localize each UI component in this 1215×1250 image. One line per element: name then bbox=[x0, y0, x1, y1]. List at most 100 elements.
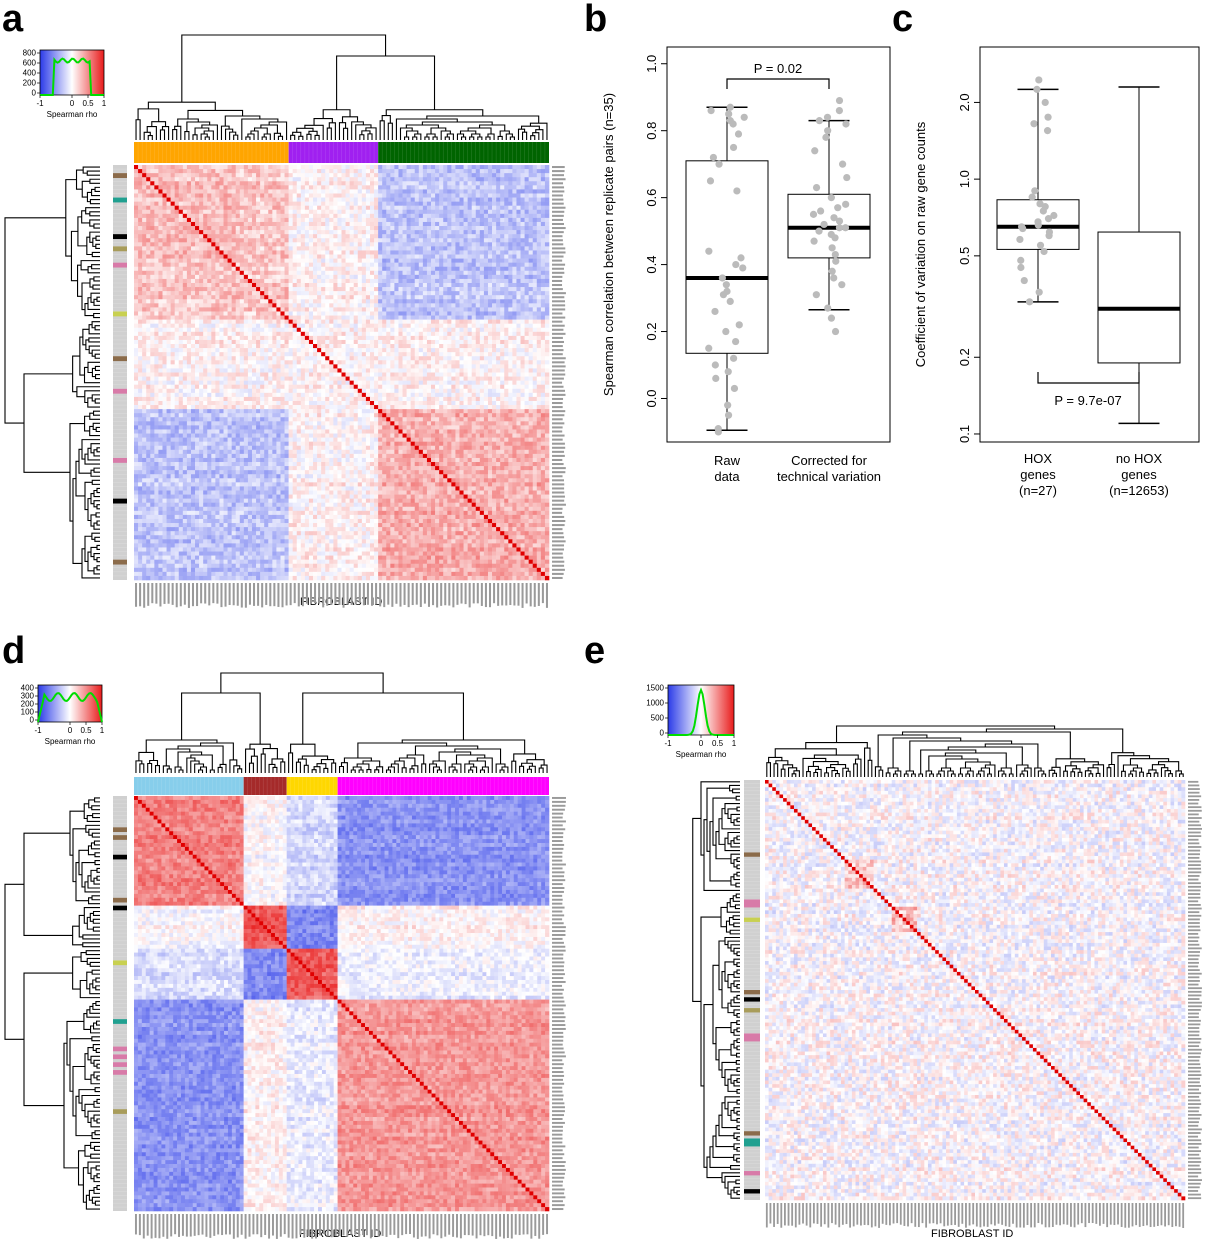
heatmap-a-cell bbox=[223, 266, 228, 272]
heatmap-a-cell bbox=[321, 205, 326, 211]
heatmap-a-cell bbox=[264, 165, 269, 170]
heatmap-a-cell bbox=[223, 177, 228, 182]
heatmap-a-cell bbox=[231, 331, 237, 337]
heatmap-a-cell bbox=[365, 197, 371, 202]
heatmap-a-cell bbox=[223, 226, 228, 231]
heatmap-a-cell bbox=[247, 213, 253, 219]
heatmap-a-cell bbox=[325, 291, 330, 296]
heatmap-a-cell bbox=[524, 335, 529, 341]
heatmap-a-cell bbox=[426, 234, 432, 239]
heatmap-a-cell bbox=[247, 234, 253, 239]
heatmap-a-cell bbox=[284, 348, 289, 353]
heatmap-a-cell bbox=[329, 327, 334, 333]
heatmap-a-cell bbox=[182, 242, 188, 247]
heatmap-a-cell bbox=[536, 274, 542, 280]
heatmap-a-cell bbox=[382, 335, 387, 341]
heatmap-a-cell bbox=[394, 189, 399, 194]
heatmap-a-cell bbox=[459, 205, 464, 211]
heatmap-a-cell bbox=[439, 173, 444, 178]
heatmap-a-cell bbox=[353, 352, 359, 357]
heatmap-a-cell bbox=[512, 221, 517, 227]
heatmap-a-cell bbox=[235, 307, 241, 312]
heatmap-a-cell bbox=[178, 242, 184, 247]
heatmap-a-cell bbox=[492, 250, 497, 255]
heatmap-a-cell bbox=[272, 344, 277, 349]
heatmap-a-cell bbox=[451, 356, 456, 361]
heatmap-a-cell bbox=[516, 315, 521, 320]
heatmap-a-cell bbox=[333, 173, 338, 178]
heatmap-a-cell bbox=[483, 327, 489, 333]
heatmap-a-cell bbox=[500, 278, 505, 284]
heatmap-a-cell bbox=[292, 335, 298, 341]
heatmap-a-cell bbox=[280, 238, 285, 243]
heatmap-a-cell bbox=[268, 282, 273, 288]
heatmap-a-cell bbox=[463, 303, 468, 308]
heatmap-a-cell bbox=[402, 234, 407, 239]
heatmap-a-cell bbox=[142, 291, 147, 296]
heatmap-a-cell bbox=[223, 352, 228, 357]
heatmap-a-cell bbox=[443, 299, 448, 304]
heatmap-a-cell bbox=[154, 165, 159, 170]
heatmap-a-cell bbox=[239, 234, 245, 239]
heatmap-a-cell bbox=[345, 299, 350, 304]
heatmap-a-cell bbox=[300, 287, 306, 292]
heatmap-a-cell bbox=[174, 205, 180, 211]
heatmap-a-cell bbox=[203, 185, 208, 190]
heatmap-a-cell bbox=[349, 356, 355, 361]
heatmap-a-cell bbox=[447, 221, 452, 227]
heatmap-a-cell bbox=[492, 315, 497, 320]
heatmap-a-cell bbox=[532, 221, 538, 227]
heatmap-a-cell bbox=[426, 209, 432, 215]
heatmap-a-cell bbox=[243, 189, 249, 194]
heatmap-a-cell bbox=[361, 169, 367, 174]
heatmap-a-cell bbox=[239, 319, 245, 324]
heatmap-a-cell bbox=[313, 299, 318, 304]
heatmap-a-cell bbox=[264, 339, 269, 345]
heatmap-a-cell bbox=[341, 356, 346, 361]
heatmap-a-cell bbox=[247, 221, 253, 227]
heatmap-a-cell bbox=[142, 246, 147, 251]
heatmap-a-cell bbox=[227, 291, 232, 296]
heatmap-a-cell bbox=[426, 262, 432, 268]
heatmap-a-cell bbox=[374, 295, 379, 300]
heatmap-a-cell bbox=[182, 197, 188, 202]
heatmap-a-cell bbox=[406, 217, 411, 223]
heatmap-a-cell bbox=[182, 193, 188, 198]
heatmap-a-cell bbox=[333, 360, 338, 365]
heatmap-a-cell bbox=[296, 344, 302, 349]
heatmap-a-cell bbox=[264, 270, 269, 276]
heatmap-a-cell bbox=[182, 344, 188, 349]
heatmap-a-cell bbox=[288, 266, 293, 272]
heatmap-a-cell bbox=[369, 181, 375, 186]
heatmap-a-cell bbox=[247, 185, 253, 190]
heatmap-a-cell bbox=[260, 282, 265, 288]
heatmap-a-cell bbox=[471, 262, 477, 268]
heatmap-a-cell bbox=[227, 165, 232, 170]
heatmap-a-cell bbox=[284, 344, 289, 349]
heatmap-a-cell bbox=[251, 177, 257, 182]
heatmap-a-cell bbox=[398, 270, 403, 276]
heatmap-a-cell bbox=[223, 189, 228, 194]
heatmap-a-cell bbox=[365, 291, 371, 296]
heatmap-a-cell bbox=[508, 221, 513, 227]
heatmap-a-cell bbox=[382, 299, 387, 304]
heatmap-a-cell bbox=[504, 193, 509, 198]
heatmap-a-cell bbox=[292, 173, 298, 178]
heatmap-a-cell bbox=[247, 266, 253, 272]
heatmap-a-cell bbox=[463, 339, 468, 345]
heatmap-a-cell bbox=[410, 360, 416, 365]
heatmap-a-cell bbox=[276, 185, 281, 190]
heatmap-a-cell bbox=[317, 360, 322, 365]
heatmap-a-cell bbox=[227, 242, 232, 247]
heatmap-a-cell bbox=[431, 226, 436, 231]
heatmap-a-cell bbox=[357, 254, 363, 259]
heatmap-a-cell bbox=[353, 274, 359, 280]
heatmap-a-cell bbox=[524, 250, 529, 255]
heatmap-a-cell bbox=[516, 282, 521, 288]
heatmap-a-cell bbox=[138, 258, 143, 263]
heatmap-a-cell bbox=[260, 165, 265, 170]
heatmap-a-cell bbox=[394, 165, 399, 170]
heatmap-a-cell bbox=[268, 177, 273, 182]
heatmap-a-cell bbox=[406, 311, 411, 316]
